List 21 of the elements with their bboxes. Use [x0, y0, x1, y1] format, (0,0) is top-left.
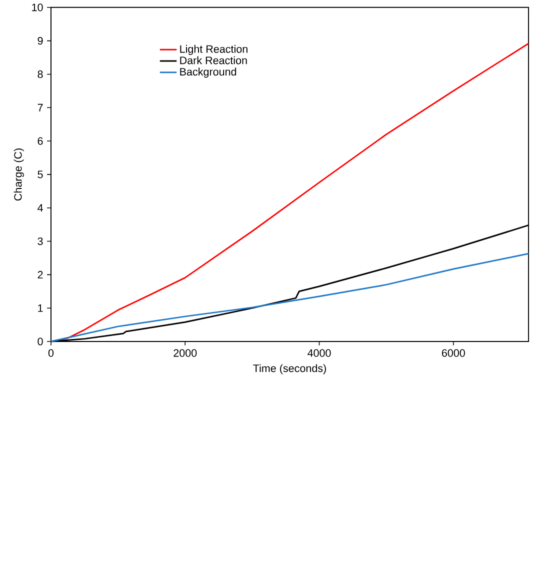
y-tick-label: 2 — [38, 270, 43, 278]
y-tick-label: 3 — [38, 237, 43, 246]
x-tick-label: 4000 — [307, 349, 331, 357]
y-tick-label: 9 — [38, 37, 43, 45]
y-tick-label: 6 — [38, 137, 43, 145]
y-tick-label: 0 — [38, 338, 43, 346]
legend-label: Dark Reaction — [180, 56, 247, 64]
x-tick-label: 2000 — [174, 349, 197, 357]
legend-label: Light Reaction — [180, 44, 248, 55]
legend-label: Background — [180, 68, 236, 78]
y-axis-title: Charge (C) — [14, 148, 24, 201]
y-tick-label: 8 — [38, 70, 43, 78]
line-series — [50, 252, 530, 342]
x-tick-label: 6000 — [442, 349, 465, 357]
x-tick-label: 0 — [48, 349, 54, 357]
y-tick-label: 1 — [38, 304, 43, 312]
y-tick-label: 7 — [38, 104, 43, 112]
y-tick-label: 4 — [37, 204, 43, 212]
y-tick-label: 10 — [32, 4, 43, 12]
x-axis-title: Time (seconds) — [252, 364, 326, 374]
y-tick-label: 5 — [38, 170, 43, 178]
